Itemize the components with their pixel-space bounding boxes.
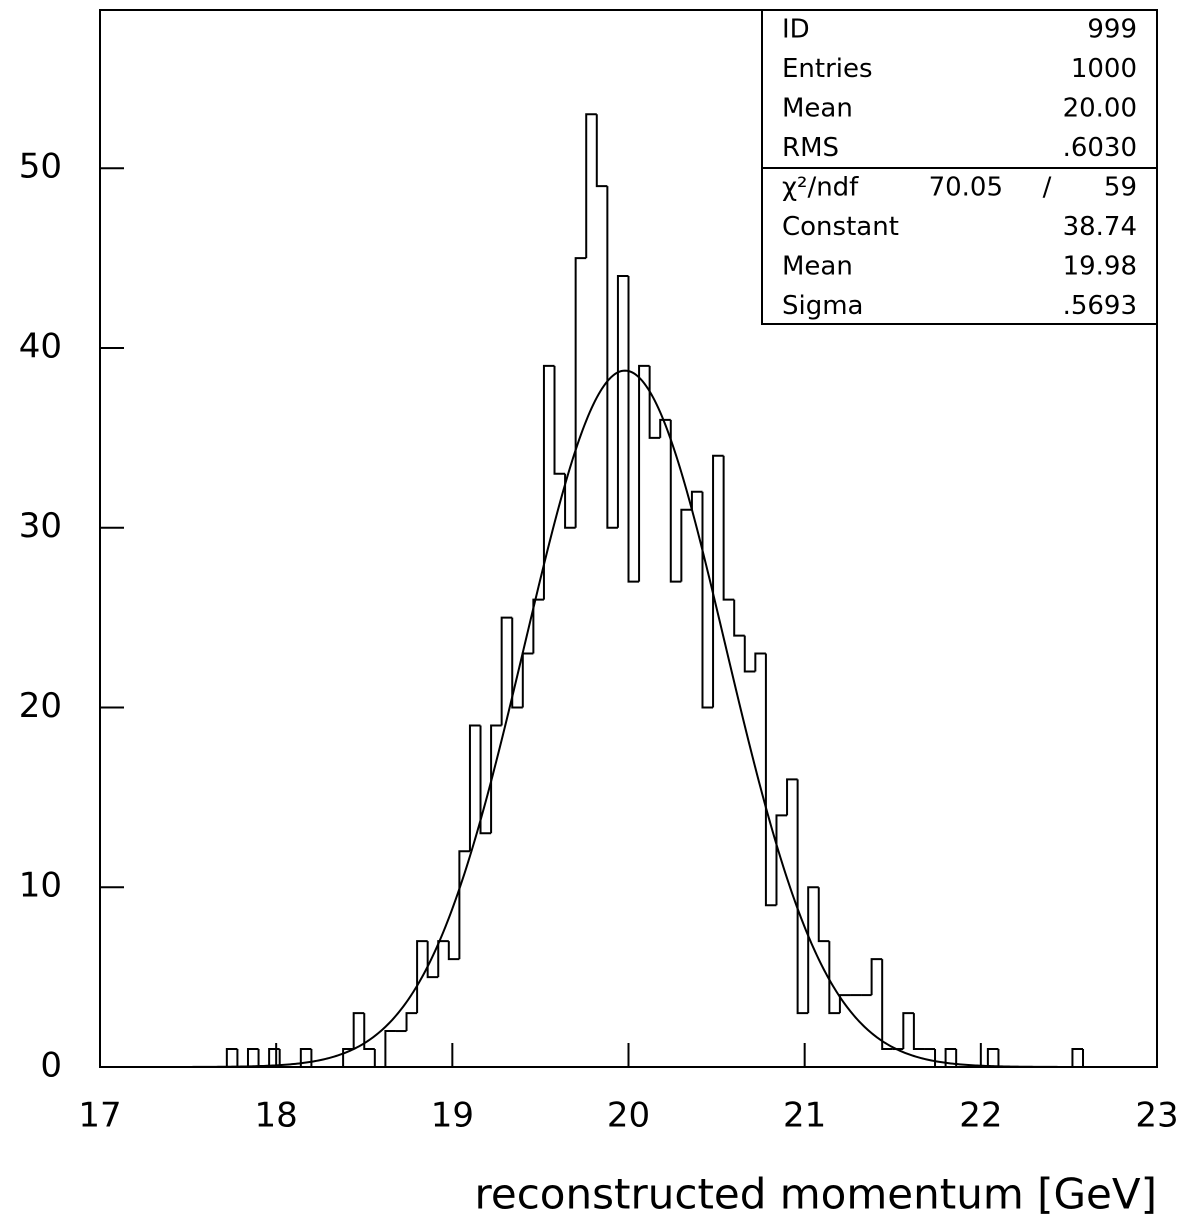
histogram-bin bbox=[246, 1048, 259, 1067]
y-tick-label: 20 bbox=[19, 686, 62, 726]
histogram-bin bbox=[553, 365, 566, 475]
histogram-bin bbox=[669, 419, 682, 583]
histogram-bin bbox=[479, 725, 492, 835]
stats-value: 19.98 bbox=[1063, 251, 1137, 281]
histogram-bin bbox=[511, 617, 523, 709]
histogram-bin bbox=[722, 455, 735, 601]
histogram-bin bbox=[1071, 1048, 1084, 1067]
histogram-bin bbox=[352, 1012, 365, 1050]
histogram-bin bbox=[426, 941, 439, 979]
x-tick-label: 19 bbox=[431, 1096, 474, 1136]
stats-label: Mean bbox=[782, 93, 853, 123]
y-tick-label: 0 bbox=[40, 1046, 62, 1086]
histogram-bin bbox=[690, 490, 703, 510]
histogram-bin bbox=[257, 1049, 270, 1068]
histogram-bin bbox=[373, 1049, 386, 1068]
histogram-bin bbox=[363, 1013, 375, 1051]
histogram-bin bbox=[564, 473, 576, 529]
histogram-bin bbox=[881, 959, 893, 1051]
histogram-bin bbox=[733, 599, 745, 637]
histogram-bin bbox=[595, 114, 608, 188]
y-tick-label: 30 bbox=[19, 506, 62, 546]
histogram-bin bbox=[384, 1030, 396, 1067]
stats-value: 1000 bbox=[1071, 54, 1137, 84]
histogram-bin bbox=[521, 652, 534, 708]
histogram-bin bbox=[542, 364, 555, 600]
x-axis-label: reconstructed momentum [GeV] bbox=[475, 1170, 1157, 1219]
x-tick-label: 23 bbox=[1135, 1096, 1178, 1136]
histogram-bin bbox=[574, 257, 587, 528]
histogram-bin bbox=[616, 275, 629, 528]
histogram-bin bbox=[764, 653, 777, 907]
histogram-bin bbox=[754, 652, 766, 672]
histogram-bin bbox=[902, 1012, 914, 1050]
stats-value: 70.05 bbox=[929, 172, 1003, 202]
histogram-bin bbox=[268, 1048, 280, 1067]
histogram-bin bbox=[532, 598, 544, 654]
histogram-bin bbox=[807, 886, 819, 1014]
histogram-bin bbox=[627, 276, 640, 583]
histogram-bin bbox=[342, 1048, 354, 1067]
histogram-bin bbox=[490, 724, 502, 834]
stats-value: 999 bbox=[1087, 14, 1137, 44]
histogram-bin bbox=[986, 1048, 999, 1067]
histogram-bin bbox=[310, 1049, 322, 1068]
histogram-bin bbox=[416, 940, 428, 1014]
histogram-bin bbox=[712, 454, 724, 708]
histogram-bin bbox=[437, 940, 449, 978]
histogram-bin bbox=[638, 364, 650, 582]
histogram-bin bbox=[912, 1013, 925, 1051]
histogram-bin bbox=[934, 1049, 946, 1068]
histogram-bin bbox=[458, 850, 470, 960]
histogram-bin bbox=[786, 778, 798, 816]
histogram-bin bbox=[299, 1048, 312, 1067]
x-tick-label: 22 bbox=[959, 1096, 1002, 1136]
stats-label: ID bbox=[782, 14, 810, 44]
stats-label: RMS bbox=[782, 133, 839, 163]
histogram-bin bbox=[680, 508, 692, 582]
histogram-bin bbox=[1082, 1049, 1094, 1068]
stats-label: χ²/ndf bbox=[782, 172, 859, 202]
histogram-bin bbox=[405, 1012, 418, 1032]
stats-label: Sigma bbox=[782, 291, 864, 321]
fit-curve bbox=[100, 369, 1157, 1068]
histogram-bin bbox=[500, 616, 513, 726]
stats-value: 59 bbox=[1104, 172, 1137, 202]
histogram-bin bbox=[606, 186, 618, 529]
histogram-bin bbox=[225, 1048, 238, 1067]
histogram-bin bbox=[796, 779, 809, 1015]
y-tick-label: 40 bbox=[19, 326, 62, 366]
histogram-bin bbox=[659, 418, 671, 438]
histogram-bin bbox=[236, 1049, 248, 1068]
stats-label: Entries bbox=[782, 54, 873, 84]
histogram-bin bbox=[701, 491, 714, 709]
y-tick-label: 10 bbox=[19, 866, 62, 906]
y-tick-label: 50 bbox=[19, 147, 62, 187]
histogram-bin bbox=[817, 887, 830, 943]
histogram-bin bbox=[870, 958, 883, 996]
stats-value: .6030 bbox=[1063, 133, 1137, 163]
histogram-bin bbox=[468, 724, 481, 852]
stats-label: Mean bbox=[782, 251, 853, 281]
stats-value: 38.74 bbox=[1063, 212, 1137, 242]
histogram-bin bbox=[585, 113, 597, 259]
histogram-bin bbox=[955, 1049, 967, 1068]
stats-separator: / bbox=[1043, 172, 1052, 202]
x-tick-label: 21 bbox=[783, 1096, 826, 1136]
x-tick-label: 20 bbox=[607, 1096, 650, 1136]
x-tick-label: 18 bbox=[255, 1096, 298, 1136]
stats-value: 20.00 bbox=[1063, 93, 1137, 123]
histogram-bin bbox=[278, 1049, 291, 1068]
stats-value: .5693 bbox=[1063, 291, 1137, 321]
histogram-bin bbox=[743, 635, 756, 673]
x-tick-label: 17 bbox=[78, 1096, 121, 1136]
histogram-bin bbox=[447, 941, 460, 961]
histogram-bin bbox=[775, 814, 788, 906]
histogram-bin bbox=[828, 941, 840, 1015]
histogram-bin bbox=[997, 1049, 1010, 1068]
histogram-bin bbox=[944, 1048, 957, 1067]
stats-label: Constant bbox=[782, 212, 899, 242]
